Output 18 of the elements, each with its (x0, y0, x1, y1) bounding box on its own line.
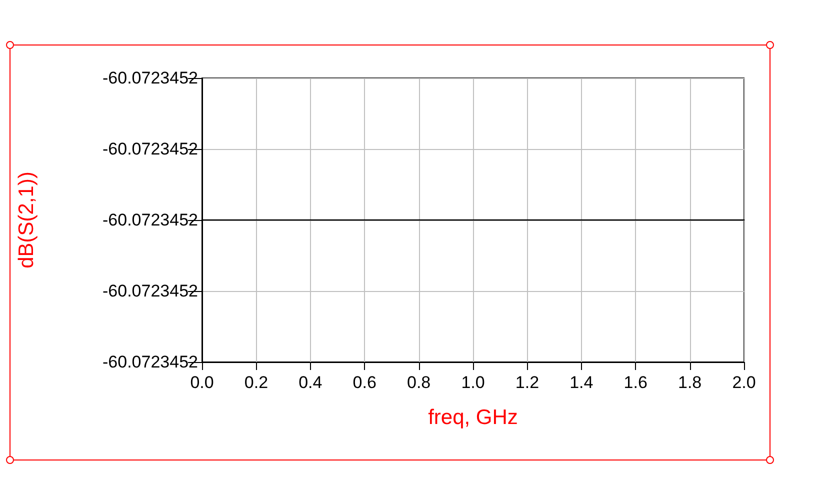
x-axis-title: freq, GHz (428, 406, 518, 429)
x-tick-label: 0.4 (298, 373, 322, 392)
x-tick-label: 2.0 (732, 373, 756, 392)
x-tick-label: 1.2 (515, 373, 540, 392)
y-axis-title: dB(S(2,1)) (15, 172, 38, 268)
x-tick-label: 0.6 (352, 373, 376, 392)
y-tick-label: -60.0723452 (102, 282, 198, 300)
x-tick-label: 0.8 (406, 373, 431, 392)
x-tick-label: 1.0 (461, 373, 485, 392)
x-tick-label: 1.6 (624, 373, 648, 392)
y-tick-label: -60.0723452 (102, 352, 198, 372)
x-tick-label: 1.4 (570, 373, 594, 392)
y-tick-label: -60.0723452 (102, 68, 198, 88)
x-tick-label: 0.2 (244, 373, 268, 392)
x-tick-label: 0.0 (190, 373, 214, 392)
y-tick-label: -60.0723452 (102, 210, 198, 230)
y-tick-label: -60.0723452 (102, 140, 198, 158)
x-tick-label: 1.8 (678, 373, 702, 392)
